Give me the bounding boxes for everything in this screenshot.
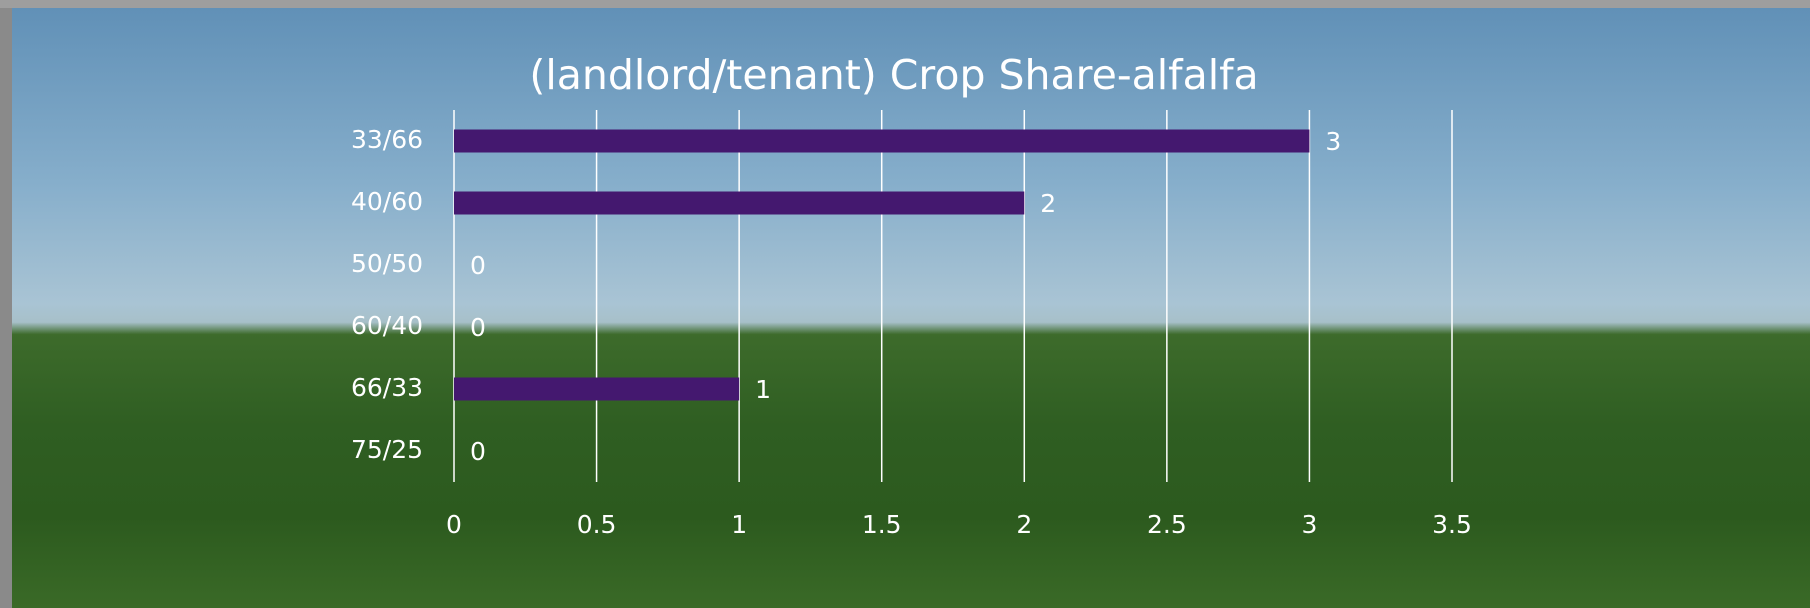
x-tick-label: 1 <box>731 510 747 539</box>
chart: (landlord/tenant) Crop Share-alfalfa 0 0.… <box>0 0 1810 608</box>
data-label: 0 <box>470 251 486 280</box>
bar <box>454 192 1024 215</box>
y-tick-label: 50/50 <box>351 249 423 278</box>
x-tick-label: 2 <box>1016 510 1032 539</box>
x-tick-label: 3.5 <box>1432 510 1472 539</box>
page: (landlord/tenant) Crop Share-alfalfa 0 0.… <box>0 0 1810 608</box>
x-tick-label: 3 <box>1301 510 1317 539</box>
y-tick-label: 60/40 <box>351 311 423 340</box>
x-tick-label: 0 <box>446 510 462 539</box>
data-label: 0 <box>470 437 486 466</box>
bar <box>454 130 1309 153</box>
bar <box>454 378 739 401</box>
x-tick-label: 2.5 <box>1147 510 1187 539</box>
x-tick-label: 1.5 <box>862 510 902 539</box>
y-tick-label: 33/66 <box>351 125 423 154</box>
data-label: 1 <box>755 375 771 404</box>
y-tick-label: 40/60 <box>351 187 423 216</box>
y-tick-label: 66/33 <box>351 373 423 402</box>
x-tick-label: 0.5 <box>577 510 617 539</box>
data-label: 0 <box>470 313 486 342</box>
chart-title: (landlord/tenant) Crop Share-alfalfa <box>529 51 1258 99</box>
y-tick-label: 75/25 <box>351 435 423 464</box>
data-label: 2 <box>1040 189 1056 218</box>
data-label: 3 <box>1325 127 1341 156</box>
